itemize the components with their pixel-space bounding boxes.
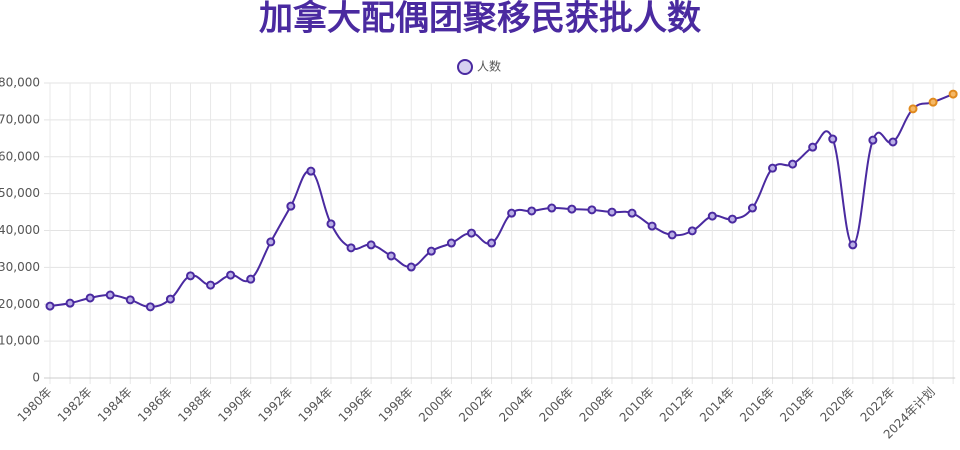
data-point [727, 214, 737, 224]
y-tick-label: 60,000 [0, 149, 40, 163]
x-tick-label: 2004年 [496, 385, 536, 425]
data-point [145, 302, 155, 312]
x-tick-label: 2006年 [536, 385, 576, 425]
data-point [667, 230, 677, 240]
chart-title: 加拿大配偶团聚移民获批人数 [259, 0, 701, 39]
data-point [808, 142, 818, 152]
y-tick-label: 70,000 [0, 112, 40, 126]
x-tick-label: 1986年 [135, 385, 175, 425]
x-tick-label: 2018年 [777, 385, 817, 425]
data-point [125, 295, 135, 305]
data-point [507, 208, 517, 218]
x-tick-label: 1988年 [175, 385, 215, 425]
x-tick-label: 1998年 [376, 385, 416, 425]
series-line [49, 93, 954, 308]
data-point [306, 166, 316, 176]
data-point [908, 104, 918, 114]
x-tick-label: 1984年 [95, 385, 135, 425]
data-point [868, 135, 878, 145]
data-point [567, 204, 577, 214]
x-tick-label: 2022年 [858, 385, 898, 425]
x-tick-label: 1996年 [336, 385, 376, 425]
data-point [788, 159, 798, 169]
data-point [547, 203, 557, 213]
x-tick-label: 1992年 [255, 385, 295, 425]
data-point [948, 89, 958, 99]
data-point [466, 228, 476, 238]
data-point [185, 271, 195, 281]
y-tick-label: 40,000 [0, 223, 40, 237]
y-tick-label: 20,000 [0, 297, 40, 311]
data-point [85, 293, 95, 303]
y-tick-label: 50,000 [0, 186, 40, 200]
data-point [406, 262, 416, 272]
data-point [446, 238, 456, 248]
x-tick-label: 1982年 [55, 385, 95, 425]
data-point [426, 246, 436, 256]
data-point [607, 207, 617, 217]
data-point [707, 211, 717, 221]
data-point [266, 237, 276, 247]
y-tick-label: 0 [32, 371, 40, 385]
y-tick-label: 10,000 [0, 334, 40, 348]
data-point [65, 298, 75, 308]
data-point [105, 290, 115, 300]
data-point [346, 243, 356, 253]
x-tick-label: 2014年 [697, 385, 737, 425]
data-point [527, 206, 537, 216]
data-point [888, 137, 898, 147]
data-point [848, 240, 858, 250]
data-point [928, 97, 938, 107]
x-tick-label: 2002年 [456, 385, 496, 425]
data-point [165, 294, 175, 304]
data-point [326, 219, 336, 229]
data-point [386, 251, 396, 261]
data-point [45, 301, 55, 311]
x-tick-label: 1980年 [15, 385, 55, 425]
x-tick-label: 2008年 [577, 385, 617, 425]
legend-label: 人数 [477, 59, 501, 74]
x-tick-label: 2016年 [737, 385, 777, 425]
data-point [246, 274, 256, 284]
y-tick-label: 30,000 [0, 260, 40, 274]
data-point [828, 134, 838, 144]
data-point [206, 280, 216, 290]
data-point [487, 238, 497, 248]
data-point [286, 201, 296, 211]
legend-marker [457, 59, 473, 75]
data-point [768, 163, 778, 173]
y-tick-label: 80,000 [0, 76, 40, 90]
data-point [587, 205, 597, 215]
data-point [226, 270, 236, 280]
data-point [647, 221, 657, 231]
data-point [366, 240, 376, 250]
x-tick-label: 2012年 [657, 385, 697, 425]
x-tick-label: 2000年 [416, 385, 456, 425]
x-tick-label: 2020年 [817, 385, 857, 425]
data-point [627, 208, 637, 218]
x-tick-label: 2010年 [617, 385, 657, 425]
data-point [747, 203, 757, 213]
x-tick-label: 1994年 [296, 385, 336, 425]
x-tick-label: 1990年 [215, 385, 255, 425]
data-point [687, 226, 697, 236]
